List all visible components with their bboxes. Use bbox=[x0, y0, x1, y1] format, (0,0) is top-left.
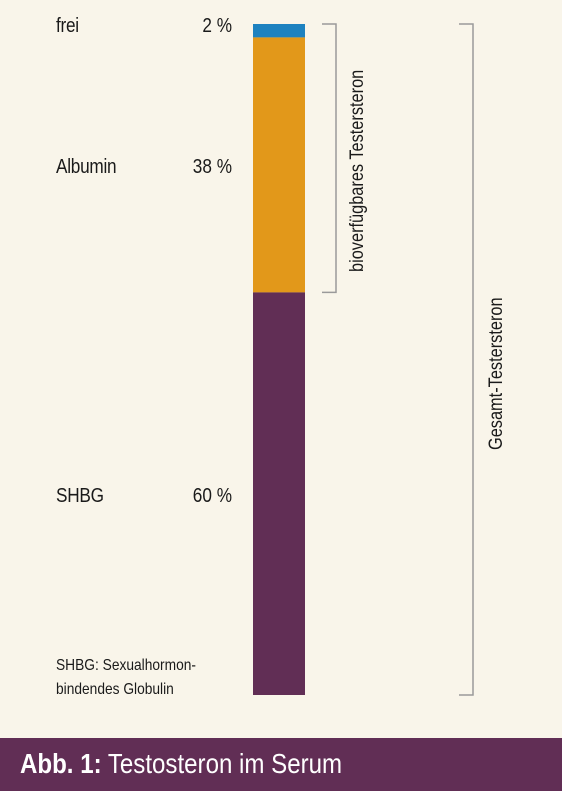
value-frei: 2 % bbox=[202, 15, 232, 37]
bar-segment-shbg bbox=[253, 292, 305, 695]
value-albumin: 38 % bbox=[192, 156, 232, 178]
caption-bar: Abb. 1: Testosteron im Serum bbox=[0, 738, 562, 791]
caption-title: Testosteron im Serum bbox=[107, 748, 343, 779]
footnote: SHBG: Sexualhormon- bindendes Globulin bbox=[56, 654, 196, 702]
bracket-label-total: Gesamt-Testersteron bbox=[486, 297, 507, 450]
label-frei: frei bbox=[56, 15, 79, 37]
label-shbg: SHBG bbox=[56, 485, 104, 507]
stacked-bar-chart bbox=[253, 23, 474, 696]
label-albumin: Albumin bbox=[56, 156, 117, 178]
bar-segment-albumin bbox=[253, 37, 305, 293]
bracket-bioavailable bbox=[322, 23, 337, 294]
figure-caption: Abb. 1: Testosteron im Serum bbox=[20, 748, 342, 780]
value-shbg: 60 % bbox=[192, 485, 232, 507]
footnote-line-2: bindendes Globulin bbox=[56, 681, 174, 698]
bracket-total bbox=[459, 23, 474, 696]
bracket-label-bioavailable: bioverfügbares Testersteron bbox=[347, 69, 368, 272]
caption-prefix: Abb. 1: bbox=[20, 748, 102, 779]
bar-segment-frei bbox=[253, 24, 305, 38]
footnote-line-1: SHBG: Sexualhormon- bbox=[56, 657, 196, 674]
